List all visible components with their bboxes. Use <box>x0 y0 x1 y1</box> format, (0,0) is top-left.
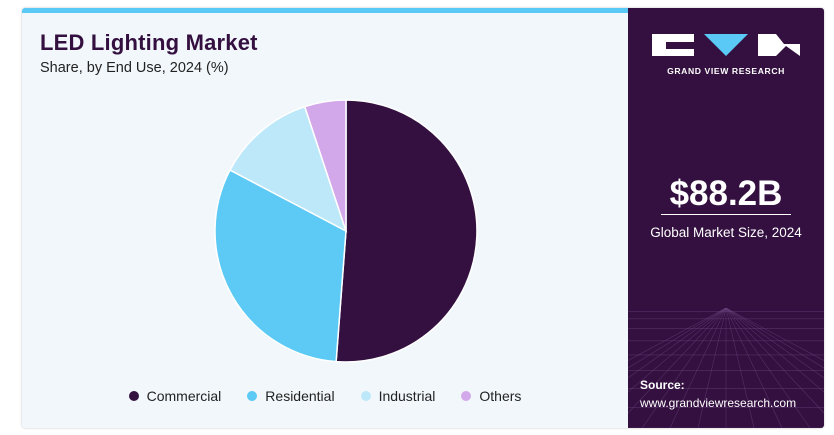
grid-line <box>725 308 824 414</box>
grid-decoration <box>628 308 824 428</box>
grid-line <box>628 308 727 393</box>
chart-title: LED Lighting Market <box>40 30 258 55</box>
legend-swatch <box>360 391 371 401</box>
legend-swatch <box>128 391 139 401</box>
legend-swatch <box>247 391 258 401</box>
chart-subtitle: Share, by End Use, 2024 (%) <box>40 60 229 76</box>
legend-item-industrial: Industrial <box>360 386 436 406</box>
legend-label: Industrial <box>378 388 436 404</box>
chart-legend: Commercial Residential Industrial Others <box>22 386 628 406</box>
grid-line <box>725 308 783 428</box>
accent-bar <box>22 8 628 13</box>
chart-panel: LED Lighting Market Share, by End Use, 2… <box>22 8 628 428</box>
legend-item-others: Others <box>461 386 521 406</box>
pie-slice-industrial <box>229 105 348 233</box>
legend-label: Residential <box>265 388 335 404</box>
pie-slice-commercial <box>335 99 478 363</box>
grid-line <box>628 308 727 369</box>
legend-label: Others <box>479 388 522 404</box>
grid-line <box>725 308 824 369</box>
grid-line <box>725 308 824 379</box>
source-label: Source: <box>640 378 685 392</box>
market-size-value: $88.2B <box>669 174 783 213</box>
grid-line <box>697 308 727 428</box>
grid-line <box>628 308 727 379</box>
source-link[interactable]: www.grandviewresearch.com <box>640 396 797 410</box>
grid-line <box>725 308 824 361</box>
legend-item-residential: Residential <box>247 386 335 406</box>
brand-name: GRAND VIEW RESEARCH <box>667 66 785 76</box>
grid-line <box>725 308 755 428</box>
grid-line <box>725 308 824 393</box>
pie-chart <box>214 99 478 363</box>
market-size-caption: Global Market Size, 2024 <box>650 225 802 240</box>
chart-card: LED Lighting Market Share, by End Use, 2… <box>22 8 824 428</box>
pie-slice-others <box>303 99 347 232</box>
grid-line <box>641 308 727 428</box>
legend-label: Commercial <box>146 388 222 404</box>
divider <box>661 214 791 215</box>
grid-line <box>669 308 727 428</box>
grid-line <box>628 308 727 414</box>
grid-line <box>725 308 811 428</box>
legend-swatch <box>461 391 472 401</box>
gvr-logo-icon <box>652 34 800 56</box>
info-panel: GRAND VIEW RESEARCH $88.2B Global Market… <box>628 8 824 428</box>
legend-item-commercial: Commercial <box>128 386 222 406</box>
pie-slice-residential <box>214 169 347 363</box>
grid-line <box>628 308 727 361</box>
